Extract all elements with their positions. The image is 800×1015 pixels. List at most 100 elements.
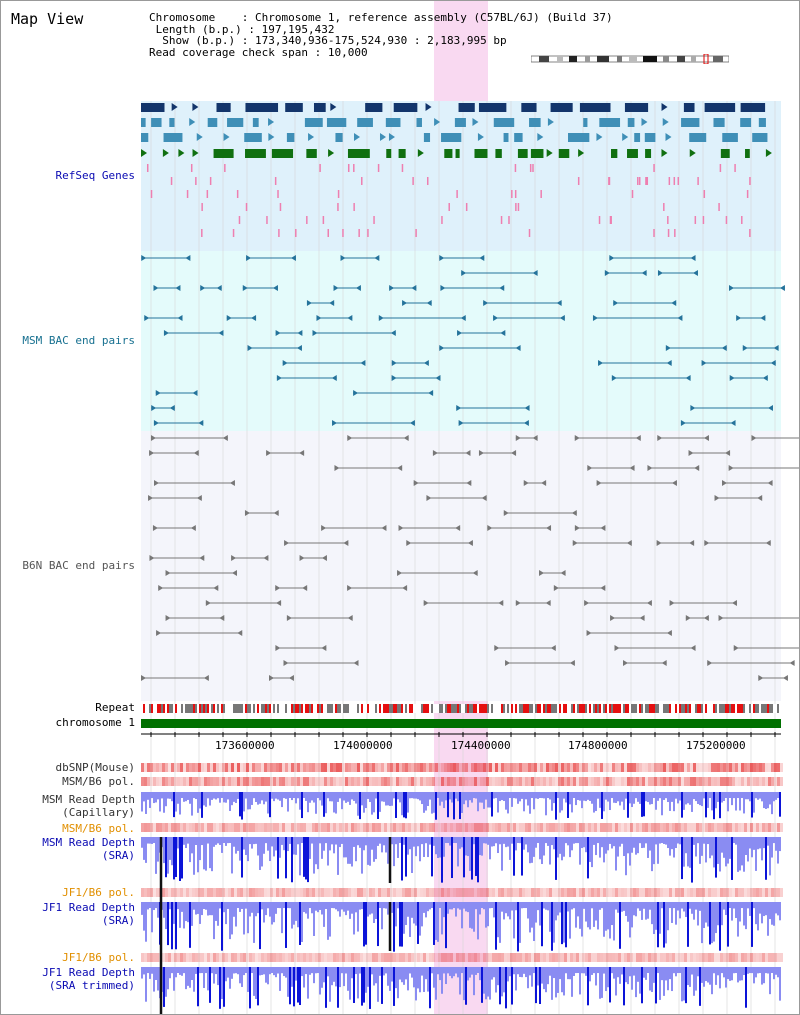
depth-bar	[739, 967, 741, 981]
depth-bar	[231, 967, 233, 979]
polymorphism-cell	[648, 763, 651, 772]
bac-end-marker	[219, 615, 225, 621]
msm-depth-sra-label[interactable]: MSM Read Depth (SRA)	[42, 836, 135, 862]
msm-bac-label[interactable]: MSM BAC end pairs	[22, 334, 135, 347]
polymorphism-cell	[639, 888, 642, 897]
polymorphism-cell	[357, 823, 360, 832]
depth-bar	[365, 967, 367, 993]
depth-bar	[491, 967, 493, 980]
depth-bar	[413, 792, 415, 799]
depth-bar	[693, 837, 695, 845]
depth-bar	[745, 792, 747, 800]
depth-bar	[591, 792, 593, 804]
refseq-tick	[295, 229, 297, 237]
repeat-segment	[501, 704, 503, 713]
depth-bar	[659, 792, 661, 799]
refseq-tick	[653, 164, 655, 172]
polymorphism-cell	[522, 823, 525, 832]
repeat-segment	[453, 704, 455, 713]
polymorphism-cell	[636, 888, 639, 897]
depth-bar	[275, 837, 277, 851]
polymorphism-cell	[711, 888, 714, 897]
repeat-segment	[169, 704, 171, 713]
msm-b6-pol-label[interactable]: MSM/B6 pol.	[62, 775, 135, 788]
bac-end-marker	[175, 285, 181, 291]
depth-bar	[301, 837, 303, 844]
polymorphism-cell	[450, 823, 453, 832]
depth-bar	[611, 792, 613, 799]
depth-bar	[361, 837, 363, 874]
bac-end-marker	[586, 630, 592, 636]
depth-bar	[325, 967, 327, 1008]
jf1-b6-pol-trim-label[interactable]: JF1/B6 pol.	[62, 951, 135, 964]
chromosome-ideogram[interactable]	[531, 54, 729, 64]
depth-bar	[401, 837, 403, 881]
depth-bar	[193, 792, 195, 799]
polymorphism-cell	[630, 823, 633, 832]
polymorphism-cell	[213, 823, 216, 832]
polymorphism-cell	[549, 953, 552, 962]
depth-bar	[607, 967, 609, 988]
dbsnp-label[interactable]: dbSNP(Mouse)	[55, 761, 135, 774]
depth-bar	[685, 837, 687, 854]
polymorphism-cell	[219, 823, 222, 832]
depth-bar	[731, 902, 733, 921]
polymorphism-cell	[204, 953, 207, 962]
bac-end-marker	[284, 540, 290, 546]
depth-bar	[221, 967, 223, 1000]
depth-bar	[651, 837, 653, 872]
depth-bar	[523, 792, 525, 812]
jf1-depth-sra-label[interactable]: JF1 Read Depth (SRA)	[42, 901, 135, 927]
polymorphism-cell	[339, 888, 342, 897]
jf1-b6-pol-label[interactable]: JF1/B6 pol.	[62, 886, 135, 899]
polymorphism-cell	[273, 953, 276, 962]
polymorphism-cell	[468, 888, 471, 897]
polymorphism-cell	[288, 763, 291, 772]
polymorphism-cell	[255, 953, 258, 962]
polymorphism-cell	[342, 777, 345, 786]
depth-bar	[413, 902, 415, 924]
repeat-segment	[611, 704, 613, 713]
polymorphism-cell	[186, 823, 189, 832]
msm-b6-pol-sra-label[interactable]: MSM/B6 pol.	[62, 822, 135, 835]
depth-bar	[511, 967, 513, 1005]
polymorphism-cell	[447, 888, 450, 897]
bac-end-marker	[273, 510, 279, 516]
bac-end-marker	[423, 600, 429, 606]
refseq-label[interactable]: RefSeq Genes	[55, 169, 135, 182]
depth-bar	[169, 837, 171, 860]
polymorphism-cell	[201, 763, 204, 772]
b6n-bac-label[interactable]: B6N BAC end pairs	[22, 559, 135, 572]
polymorphism-cell	[288, 953, 291, 962]
polymorphism-cell	[666, 777, 669, 786]
gene-arrow	[596, 133, 603, 141]
polymorphism-cell	[642, 953, 645, 962]
polymorphism-cell	[414, 777, 417, 786]
depth-bar	[279, 967, 281, 991]
jf1-depth-trim-label[interactable]: JF1 Read Depth (SRA trimmed)	[42, 966, 135, 992]
polymorphism-cell	[225, 823, 228, 832]
bac-end-marker	[306, 300, 312, 306]
depth-bar	[725, 837, 727, 867]
depth-bar	[535, 967, 537, 1004]
gene-feature	[393, 103, 418, 112]
polymorphism-cell	[234, 953, 237, 962]
bac-end-marker	[353, 390, 359, 396]
depth-bar	[309, 967, 311, 975]
depth-bar	[347, 967, 349, 991]
depth-bar	[459, 792, 461, 820]
depth-bar	[695, 902, 697, 910]
polymorphism-cell	[687, 953, 690, 962]
msm-depth-capillary-label[interactable]: MSM Read Depth (Capillary)	[42, 793, 135, 819]
depth-bar	[321, 792, 323, 806]
repeat-segment	[569, 704, 571, 713]
polymorphism-cell	[369, 763, 372, 772]
depth-bar	[729, 967, 731, 981]
depth-bar	[397, 967, 399, 999]
repeat-segment	[425, 704, 427, 713]
repeat-segment	[689, 704, 691, 713]
depth-bar	[613, 792, 615, 803]
polymorphism-cell	[219, 763, 222, 772]
polymorphism-cell	[714, 777, 717, 786]
